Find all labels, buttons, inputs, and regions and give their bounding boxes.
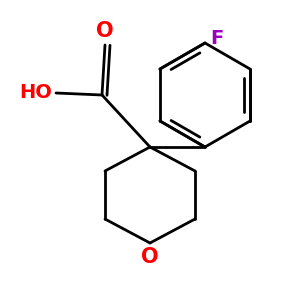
Text: F: F (210, 28, 224, 47)
Text: O: O (96, 21, 114, 41)
Text: O: O (141, 247, 159, 267)
Text: HO: HO (20, 82, 52, 101)
